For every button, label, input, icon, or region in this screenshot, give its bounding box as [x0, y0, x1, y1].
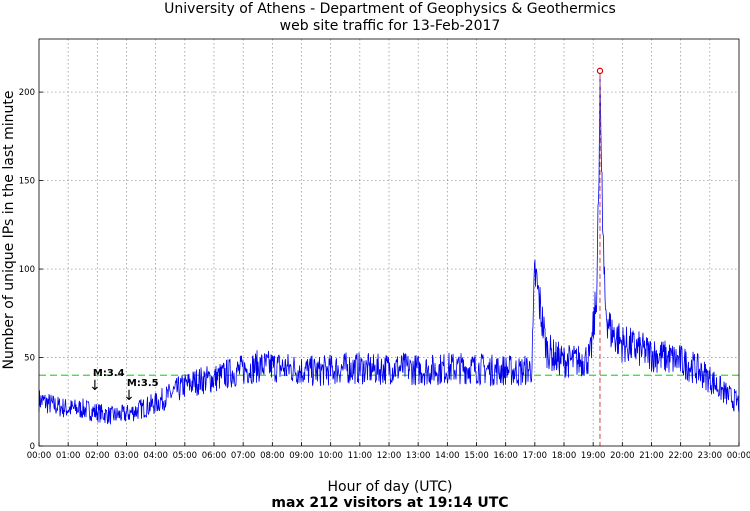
y-tick-label: 50 [24, 354, 35, 364]
x-tick-label: 00:00 [27, 451, 52, 461]
x-tick-label: 13:00 [406, 451, 431, 461]
chart-subtitle: web site traffic for 13-Feb-2017 [280, 18, 501, 34]
x-tick-label: 22:00 [668, 451, 693, 461]
x-tick-label: 08:00 [260, 451, 285, 461]
x-tick-label: 11:00 [348, 451, 373, 461]
x-tick-label: 14:00 [435, 451, 460, 461]
x-tick-label: 02:00 [85, 451, 110, 461]
plot-background [39, 39, 739, 446]
max-point-marker [596, 67, 604, 75]
x-tick-label: 18:00 [552, 451, 577, 461]
x-tick-label: 06:00 [202, 451, 227, 461]
x-tick-label: 20:00 [610, 451, 635, 461]
x-tick-label: 21:00 [639, 451, 664, 461]
y-tick-label: 150 [19, 177, 35, 187]
x-axis-label: Hour of day (UTC) [328, 479, 453, 495]
x-tick-label: 23:00 [698, 451, 723, 461]
x-tick-label: 00:00 [727, 451, 750, 461]
x-tick-label: 09:00 [289, 451, 314, 461]
annotation-arrow: ↓ [89, 378, 101, 394]
x-tick-label: 17:00 [523, 451, 548, 461]
grid [39, 39, 739, 446]
y-tick-label: 0 [30, 442, 35, 452]
chart-title: University of Athens - Department of Geo… [164, 1, 616, 17]
annotation-label: M:3.5 [127, 378, 159, 389]
x-tick-label: 10:00 [318, 451, 343, 461]
x-tick-label: 07:00 [231, 451, 256, 461]
y-tick-label: 200 [19, 88, 35, 98]
annotation-label: M:3.4 [93, 368, 125, 379]
y-axis-label: Number of unique IPs in the last minute [1, 91, 17, 370]
axis-ticks: 00:00 01:00 02:00 03:00 04:00 05:00 06:00 07:00… [19, 88, 750, 461]
x-tick-label: 12:00 [377, 451, 402, 461]
x-tick-label: 04:00 [143, 451, 168, 461]
series-line [38, 73, 740, 425]
x-tick-label: 16:00 [493, 451, 518, 461]
annotations: M:3.4↓ M:3.5↓ [89, 368, 159, 404]
x-tick-label: 15:00 [464, 451, 489, 461]
x-tick-label: 03:00 [114, 451, 139, 461]
y-tick-label: 100 [19, 265, 35, 275]
x-tick-label: 05:00 [173, 451, 198, 461]
x-tick-label: 19:00 [581, 451, 606, 461]
annotation-arrow: ↓ [123, 388, 135, 404]
x-tick-label: 01:00 [56, 451, 81, 461]
x-axis-sublabel: max 212 visitors at 19:14 UTC [271, 495, 508, 511]
